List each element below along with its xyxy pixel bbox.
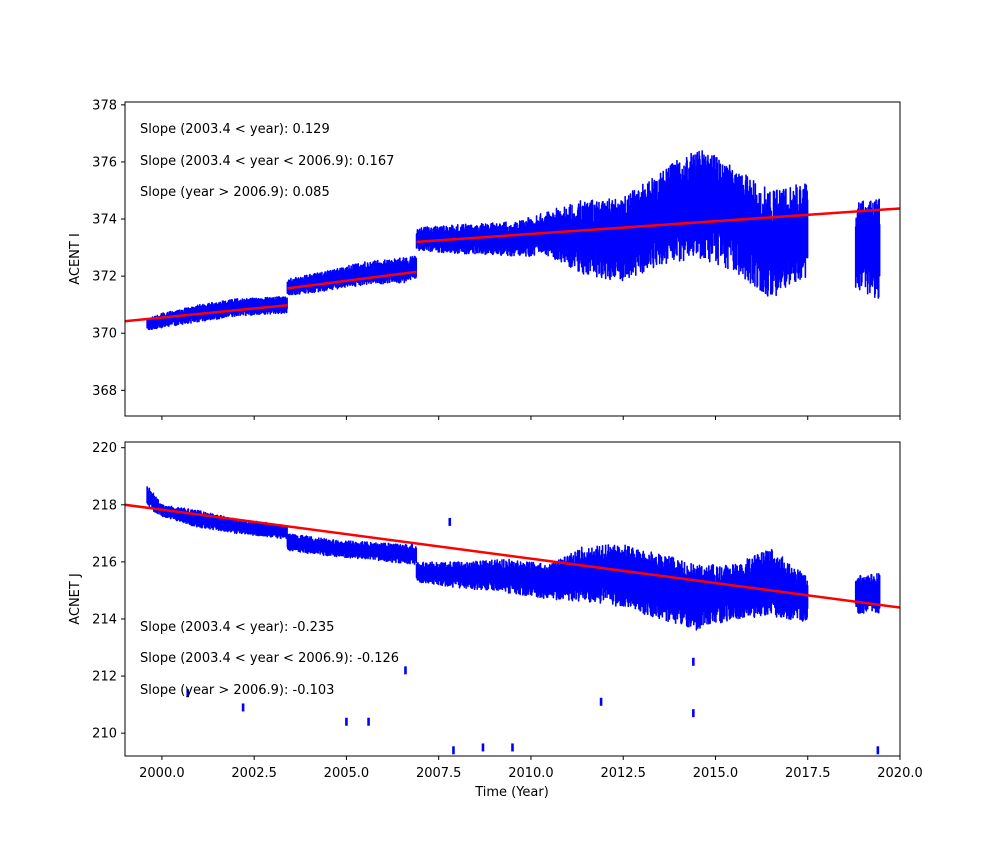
y-tick-label: 216 <box>92 555 117 570</box>
outlier-point <box>452 746 455 755</box>
outlier-point <box>876 746 880 755</box>
x-ticks-acent-i <box>161 416 901 420</box>
outlier-point <box>511 743 514 752</box>
y-tick-label: 212 <box>92 670 117 685</box>
y-ticks-acnet-j: 210 212 214 216 218 220 <box>92 441 125 742</box>
plot-frame-acent-i <box>124 101 901 417</box>
slope-annotation-6: Slope (year > 2006.9): -0.103 <box>140 683 334 698</box>
fit-lines-acnet-j <box>125 503 900 609</box>
x-tick-label: 2017.5 <box>785 766 831 781</box>
outlier-point <box>599 697 603 706</box>
x-tick-label: 2002.5 <box>231 766 277 781</box>
x-tick-label: 2012.5 <box>600 766 646 781</box>
x-tick-label: 2005.0 <box>324 766 370 781</box>
outlier-point <box>692 657 695 666</box>
x-ticks-acnet-j: 2000.0 2002.5 2005.0 2007.5 2010.0 2012.5 2015… <box>139 756 923 781</box>
plot-frame-acnet-j <box>124 441 901 757</box>
fit-line <box>125 303 288 323</box>
x-tick-label: 2010.0 <box>508 766 554 781</box>
y-ticks-acent-i: 368 370 372 374 376 378 <box>92 98 125 399</box>
slope-annotation-2: Slope (2003.4 < year < 2006.9): 0.167 <box>140 154 394 169</box>
panel-acent-i: 368 370 372 374 376 378 Slope (2003.4 < year)… <box>68 98 901 420</box>
y-tick-label: 370 <box>92 327 117 342</box>
y-tick-label: 210 <box>92 727 117 742</box>
outlier-point <box>448 517 452 526</box>
slope-annotation-4: Slope (2003.4 < year): -0.235 <box>140 620 334 635</box>
outlier-point <box>345 717 348 726</box>
slope-annotation-1: Slope (2003.4 < year): 0.129 <box>140 122 330 137</box>
x-tick-label: 2020.0 <box>877 766 923 781</box>
fit-line <box>287 270 417 290</box>
outlier-point <box>692 709 695 718</box>
y-axis-label-acnet-j: ACNET J <box>68 573 83 625</box>
x-tick-label: 2015.0 <box>693 766 739 781</box>
outlier-point <box>186 689 190 698</box>
outlier-point <box>367 717 370 726</box>
x-tick-label: 2007.5 <box>416 766 462 781</box>
y-axis-label-acent-i: ACENT I <box>68 233 83 285</box>
y-tick-label: 214 <box>92 612 117 627</box>
y-tick-label: 374 <box>92 213 117 228</box>
y-tick-label: 368 <box>92 384 117 399</box>
outlier-point <box>481 743 485 752</box>
outlier-point <box>241 703 245 712</box>
x-axis-label: Time (Year) <box>474 785 549 800</box>
y-tick-label: 220 <box>92 441 117 456</box>
slope-annotation-3: Slope (year > 2006.9): 0.085 <box>140 185 330 200</box>
outlier-point <box>404 666 407 675</box>
fit-line <box>416 207 900 244</box>
x-tick-label: 2000.0 <box>139 766 185 781</box>
y-tick-label: 372 <box>92 270 117 285</box>
y-tick-label: 218 <box>92 498 117 513</box>
y-tick-label: 376 <box>92 155 117 170</box>
fit-line <box>125 503 900 609</box>
y-tick-label: 378 <box>92 98 117 113</box>
slope-annotation-5: Slope (2003.4 < year < 2006.9): -0.126 <box>140 651 399 666</box>
fit-lines-acent-i <box>125 207 900 323</box>
